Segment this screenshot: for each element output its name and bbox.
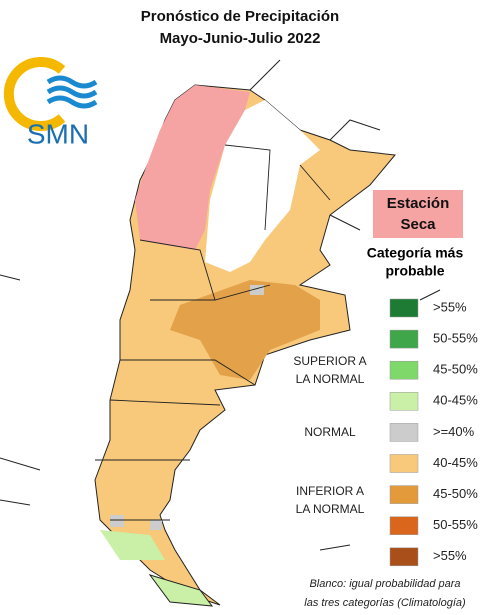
subtitle: Mayo-Junio-Julio 2022 (160, 30, 321, 47)
normal-cell (110, 515, 124, 527)
legend-label: >=40% (433, 424, 475, 439)
legend-label: 40-45% (433, 393, 478, 408)
legend-swatch (389, 360, 419, 380)
normal-cell (250, 285, 264, 295)
legend-title: probable (385, 263, 444, 279)
footnote: las tres categorías (Climatología) (304, 597, 466, 609)
legend-swatch (389, 547, 419, 567)
legend-swatch (389, 329, 419, 349)
badge-line: Seca (400, 216, 436, 233)
legend-label: 50-55% (433, 517, 478, 532)
region-45-50 (170, 280, 320, 380)
legend-group: SUPERIOR A (293, 354, 366, 368)
legend-label: 45-50% (433, 486, 478, 501)
legend-swatch (389, 485, 419, 504)
legend-group: LA NORMAL (296, 372, 365, 386)
region-above-normal (100, 530, 165, 560)
legend-label: >55% (433, 548, 467, 563)
legend-group: LA NORMAL (296, 502, 365, 516)
badge (373, 190, 463, 238)
badge-line: Estación (387, 195, 450, 212)
normal-cell (150, 520, 162, 530)
region-climatology (205, 100, 320, 272)
legend-swatch (389, 454, 419, 473)
borders (249, 59, 381, 231)
legend-group: NORMAL (304, 425, 356, 439)
legend-group: INFERIOR A (296, 484, 364, 498)
logo: SMN (3, 57, 98, 149)
region-dry-season (135, 85, 250, 250)
legend-swatch (389, 298, 419, 318)
footnote: Blanco: igual probabilidad para (309, 578, 460, 590)
logo-text: SMN (27, 118, 89, 149)
legend-swatch (389, 423, 419, 442)
legend-title: Categoría más (367, 245, 464, 261)
legend-swatch (389, 516, 419, 535)
legend-swatch (389, 392, 419, 411)
title: Pronóstico de Precipitación (141, 8, 339, 25)
legend-label: 50-55% (433, 331, 478, 346)
legend-label: 45-50% (433, 362, 478, 377)
region-above-normal-tdf (148, 574, 214, 607)
legend-label: 40-45% (433, 455, 478, 470)
legend-label: >55% (433, 299, 467, 314)
map (0, 59, 441, 607)
